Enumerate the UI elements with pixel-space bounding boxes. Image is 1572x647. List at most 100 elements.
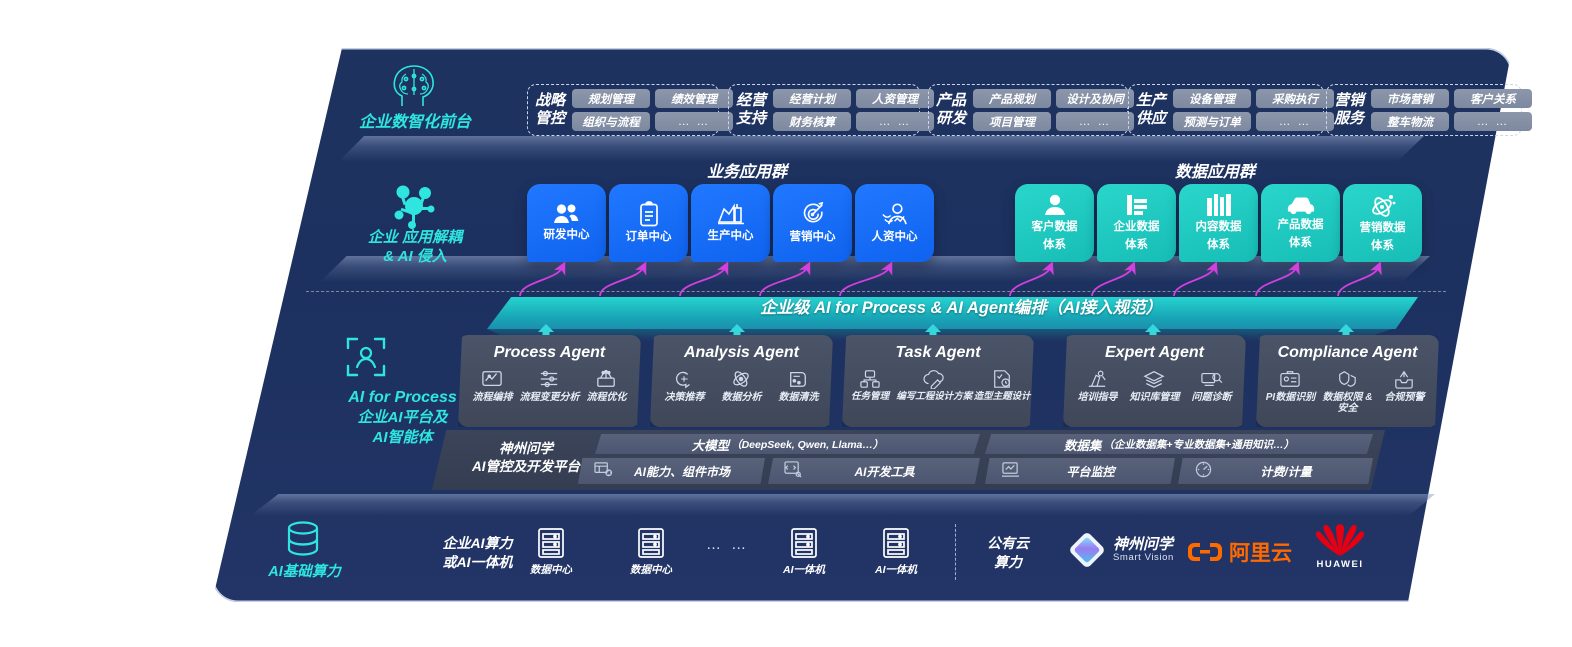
tile-order-center[interactable]: 订单中心 [609,184,688,262]
top-group-cell[interactable]: 规划管理 [572,89,651,108]
tile-label: 订单中心 [625,231,672,244]
tile-hr-center[interactable]: 人资中心 [855,184,934,262]
agent-item-label: 决策推荐 [664,392,705,403]
agent-card-process[interactable]: Process Agent 流程编排 流程变更分析 流程优化 [458,335,641,427]
top-group-cell[interactable]: 产品规划 [973,89,1052,108]
doc-clock-icon [994,370,1011,388]
top-group-product-rd[interactable]: 产品 研发 产品规划 设计及协同 项目管理 … … [928,84,1135,136]
top-group-title: 生产 供应 [1136,92,1167,127]
infra-vertical-separator [955,524,956,580]
agent-item[interactable]: 合规预警 [1376,369,1432,404]
top-group-cell-more[interactable]: … … [655,112,734,131]
layer-label-ai-process: AI for Process 企业AI平台及 AI智能体 [348,389,457,446]
agent-item[interactable]: 数据权限 & 安全 [1319,369,1375,414]
tile-content-data[interactable]: 内容数据 体系 [1179,184,1258,262]
top-group-cell[interactable]: 设备管理 [1173,89,1252,108]
agent-item[interactable]: 数据分析 [713,369,769,404]
tile-enterprise-data[interactable]: 企业数据 体系 [1097,184,1176,262]
agent-card-analysis[interactable]: Analysis Agent 决策推荐 数据分析 数据清洗 [650,335,833,427]
shelf-divider-1 [338,136,1424,162]
platform-cell-label: AI能力、组件市场 [633,464,730,479]
infra-item-ai-appliance-1[interactable]: AI一体机 [783,527,825,577]
top-group-cell[interactable]: 经营计划 [773,89,852,108]
agent-card-task[interactable]: Task Agent 任务管理 编写工程设计方案 造型主题设计 [842,335,1034,427]
optimize-icon [597,369,616,387]
top-group-cell[interactable]: 预测与订单 [1173,112,1252,131]
top-group-cell[interactable]: 人资管理 [856,89,935,108]
agent-title: Analysis Agent [684,344,799,361]
agent-item-label: 造型主题设计 [973,391,1031,402]
partner-logo-huawei[interactable]: HUAWEI [1312,524,1368,570]
agent-card-expert[interactable]: Expert Agent 培训指导 知识库管理 问题诊断 [1063,335,1246,427]
agent-item-label: 培训指导 [1077,392,1118,403]
aliyun-mark-icon [1188,543,1222,561]
partner-logo-aliyun[interactable]: 阿里云 [1188,537,1292,567]
agent-title: Compliance Agent [1277,344,1418,361]
top-group-cell[interactable]: 设计及协同 [1056,89,1135,108]
agent-item[interactable]: 知识库管理 [1126,369,1182,404]
top-group-cell-more[interactable]: … … [1056,112,1135,131]
agent-item[interactable]: 流程变更分析 [520,369,580,404]
top-group-strategy[interactable]: 战略 管控 规划管理 绩效管理 组织与流程 … … [527,84,734,136]
top-group-marketing-service[interactable]: 营销 服务 市场营销 客户关系 整车物流 … … [1326,84,1533,136]
platform-cell-ability-market[interactable]: AI能力、组件市场 [578,458,765,484]
agent-item[interactable]: 决策推荐 [656,369,712,404]
infra-item-label: 数据中心 [530,564,572,576]
platform-dataset-label: 数据集 [1063,438,1102,453]
top-group-cell[interactable]: 客户关系 [1454,89,1533,108]
tile-product-data[interactable]: 产品数据 体系 [1261,184,1340,262]
agent-item[interactable]: 流程优化 [578,369,634,404]
top-group-cell[interactable]: 组织与流程 [572,112,651,131]
agent-item[interactable]: 问题诊断 [1183,369,1239,404]
rack-icon [638,528,664,558]
agent-item[interactable]: 数据清洗 [770,369,826,404]
tile-rd-center[interactable]: 研发中心 [527,184,606,262]
infra-item-datacenter-2[interactable]: 数据中心 [630,527,672,577]
tile-label: 人资中心 [871,230,918,243]
infra-item-datacenter-1[interactable]: 数据中心 [530,527,572,577]
partner-name: 阿里云 [1229,542,1292,565]
agent-item[interactable]: 任务管理 [845,369,895,403]
agent-item[interactable]: PI数据识别 [1262,369,1318,404]
agent-item-label: 数据分析 [721,392,762,403]
tile-label: 体系 [1289,237,1312,249]
tile-marketing-data[interactable]: 营销数据 体系 [1343,184,1422,262]
platform-model-bar[interactable]: 大模型 （DeepSeek, Qwen, Llama…） [595,434,980,454]
platform-cell-monitor[interactable]: 平台监控 [985,458,1175,484]
top-group-cell[interactable]: 项目管理 [973,112,1052,131]
platform-dataset-bar[interactable]: 数据集 （企业数据集+专业数据集+通用知识…） [985,434,1373,454]
top-group-cell[interactable]: 财务核算 [773,112,852,131]
rack-icon [538,528,564,558]
top-group-cell[interactable]: 整车物流 [1371,112,1450,131]
agent-item[interactable]: 培训指导 [1069,369,1125,404]
top-group-cell-more[interactable]: … … [856,112,935,131]
platform-cell-devtool[interactable]: AI开发工具 [768,458,980,484]
top-group-cell[interactable]: 绩效管理 [655,89,734,108]
agent-card-compliance[interactable]: Compliance Agent PI数据识别 数据权限 & 安全 合规预警 [1256,335,1439,427]
partner-logo-shenzhou[interactable]: 神州问学 Smart Vision [1068,531,1174,569]
decision-bulb-icon [676,371,691,389]
tile-customer-data[interactable]: 客户数据 体系 [1015,184,1094,262]
platform-name: 神州问学 AI管控及开发平台 [472,441,580,475]
ai-orchestration-band-label: 企业级 AI for Process & AI Agent编排（AI接入规范） [760,299,1163,317]
top-group-operations[interactable]: 经营 支持 经营计划 人资管理 财务核算 … … [728,84,935,136]
shenzhou-diamond-icon [1070,533,1104,567]
top-group-cell-more[interactable]: … … [1256,112,1335,131]
business-app-group-heading: 业务应用群 [706,164,787,181]
top-group-production-supply[interactable]: 生产 供应 设备管理 采购执行 预测与订单 … … [1128,84,1335,136]
agent-item[interactable]: 编写工程设计方案 [895,369,973,403]
id-card-icon [1280,371,1301,387]
agent-item[interactable]: 造型主题设计 [973,369,1031,403]
infra-item-label: AI一体机 [783,564,825,576]
top-group-cell[interactable]: 采购执行 [1256,89,1335,108]
infra-more-dots: … … [706,536,750,553]
tile-label: 体系 [1125,239,1148,251]
top-group-cell[interactable]: 市场营销 [1371,89,1450,108]
agent-item[interactable]: 流程编排 [464,369,520,404]
tile-marketing-center[interactable]: 营销中心 [773,184,852,262]
platform-cell-billing[interactable]: 计费/计量 [1178,458,1373,484]
agent-title: Task Agent [895,344,981,361]
top-group-cell-more[interactable]: … … [1454,112,1533,131]
tile-production-center[interactable]: 生产中心 [691,184,770,262]
infra-item-ai-appliance-2[interactable]: AI一体机 [875,527,917,577]
